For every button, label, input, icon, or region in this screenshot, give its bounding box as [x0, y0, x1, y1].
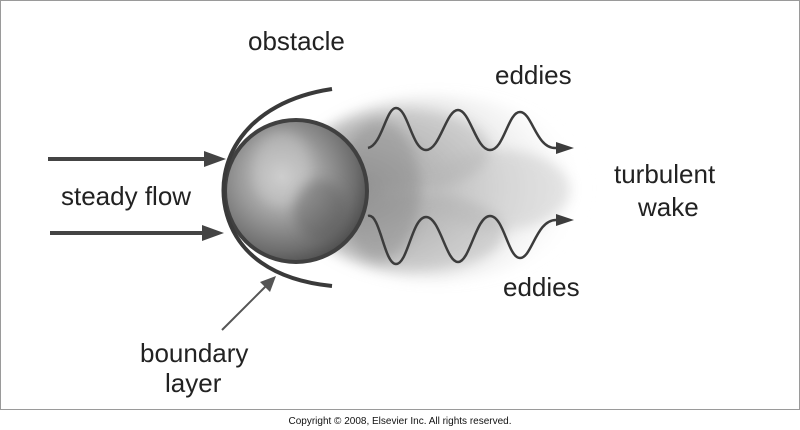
- boundary-layer-label-line2: layer: [165, 368, 222, 398]
- steady-flow-label: steady flow: [61, 181, 191, 211]
- obstacle-label: obstacle: [248, 26, 345, 56]
- turbulent-wake-label-line1: turbulent: [614, 159, 716, 189]
- eddies-wave-top: [367, 106, 574, 154]
- eddies-wave-bottom: [367, 214, 574, 266]
- turbulent-wake-label-line2: wake: [637, 192, 699, 222]
- flow-diagram: obstacle eddies eddies steady flow turbu…: [48, 26, 716, 398]
- eddies-label-bottom: eddies: [503, 272, 580, 302]
- eddies-label-top: eddies: [495, 60, 572, 90]
- steady-flow-arrow-bottom: [50, 225, 224, 241]
- boundary-layer-label-line1: boundary: [140, 338, 248, 368]
- boundary-layer-curve: [221, 87, 333, 288]
- copyright-notice: Copyright © 2008, Elsevier Inc. All righ…: [288, 416, 512, 427]
- turbulent-wake-cloud: [290, 96, 590, 280]
- steady-flow-arrow-top: [48, 151, 226, 167]
- boundary-layer-pointer-arrow: [221, 276, 276, 331]
- obstacle-sphere: [223, 118, 369, 264]
